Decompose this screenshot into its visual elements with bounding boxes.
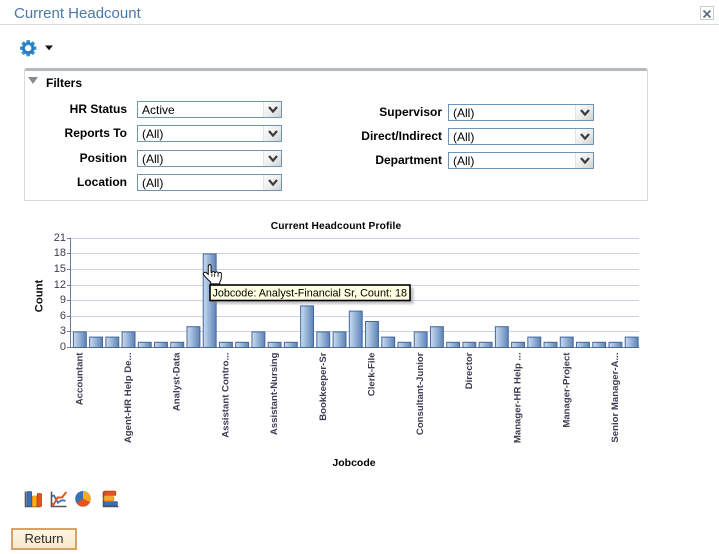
- svg-text:Clerk-File: Clerk-File: [367, 353, 378, 397]
- svg-text:Assistant-Nursing: Assistant-Nursing: [269, 352, 280, 435]
- svg-text:Consultant-Junior: Consultant-Junior: [415, 352, 426, 435]
- svg-text:Director: Director: [464, 352, 475, 389]
- svg-text:Assistant Contro...: Assistant Contro...: [220, 353, 231, 438]
- svg-text:Current Headcount Profile: Current Headcount Profile: [271, 221, 402, 232]
- svg-text:18: 18: [54, 247, 66, 259]
- svg-text:Count: Count: [34, 279, 46, 312]
- svg-text:Jobcode: Analyst-Financial Sr,: Jobcode: Analyst-Financial Sr, Count: 18: [213, 288, 407, 300]
- svg-text:Agent-HR Help De...: Agent-HR Help De...: [123, 353, 134, 444]
- svg-text:21: 21: [54, 232, 66, 244]
- svg-text:Jobcode: Jobcode: [332, 457, 375, 469]
- svg-text:Analyst-Data: Analyst-Data: [172, 352, 183, 411]
- svg-text:Manager-HR Help ...: Manager-HR Help ...: [513, 353, 524, 444]
- svg-text:3: 3: [60, 325, 66, 337]
- svg-text:9: 9: [60, 294, 66, 306]
- svg-text:0: 0: [60, 341, 66, 353]
- svg-text:Manager-Project: Manager-Project: [561, 352, 572, 428]
- svg-text:12: 12: [54, 279, 66, 291]
- svg-text:Senior Manager-A...: Senior Manager-A...: [610, 353, 621, 443]
- svg-text:15: 15: [54, 263, 66, 275]
- svg-text:Bookkeeper-Sr: Bookkeeper-Sr: [318, 352, 329, 421]
- svg-text:6: 6: [60, 310, 66, 322]
- svg-text:Accountant: Accountant: [74, 352, 85, 406]
